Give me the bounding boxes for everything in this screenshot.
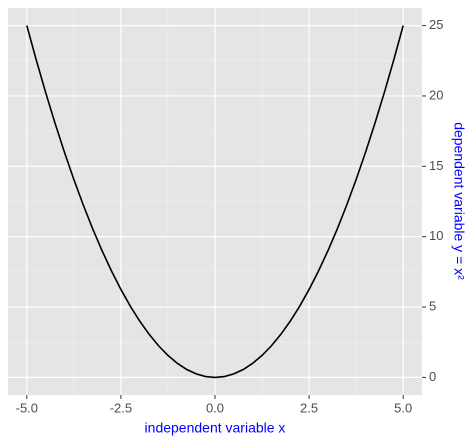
y-tick-label: 5 — [429, 298, 436, 313]
y-tick-label: 25 — [429, 17, 443, 32]
y-tick-label: 0 — [429, 369, 436, 384]
x-tick-label: 2.5 — [300, 400, 318, 415]
x-tick-label: -2.5 — [110, 400, 132, 415]
y-axis-title: dependent variable y = x² — [451, 122, 467, 280]
axes: -5.0 -2.5 0.0 2.5 5.0 0 5 10 15 20 25 — [16, 17, 444, 415]
x-tick-label: -5.0 — [16, 400, 38, 415]
x-tick-label: 5.0 — [394, 400, 412, 415]
x-tick-label: 0.0 — [206, 400, 224, 415]
y-tick-label: 10 — [429, 228, 443, 243]
marks — [26, 25, 404, 379]
line — [26, 25, 404, 379]
x-axis-title: independent variable x — [145, 420, 286, 436]
y-tick-label: 15 — [429, 158, 443, 173]
y-tick-label: 20 — [429, 87, 443, 102]
